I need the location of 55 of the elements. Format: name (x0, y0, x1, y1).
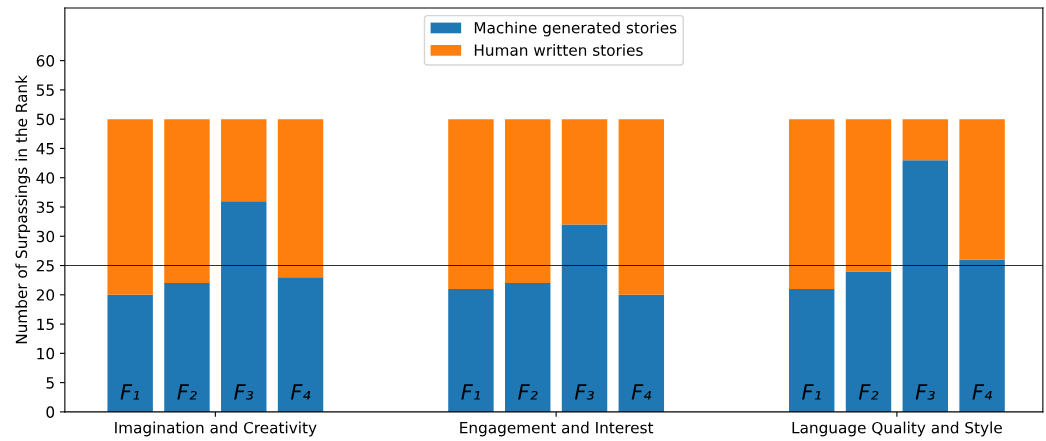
x-tick-label: F₃ (915, 384, 935, 400)
bar (788, 119, 835, 289)
x-tick-label: F₁ (120, 384, 140, 400)
y-tick-label: 60 (36, 55, 55, 67)
bar (845, 119, 892, 272)
bar (561, 224, 608, 412)
bar (505, 283, 551, 412)
bar (505, 119, 551, 284)
bar (561, 119, 608, 225)
x-tick-label: F₁ (461, 384, 480, 400)
bar (448, 119, 494, 289)
text: Language Quality and Style (792, 421, 1002, 437)
y-axis-title: Number of Surpassings in the Rank (15, 75, 31, 344)
bar (788, 288, 835, 412)
bar (164, 283, 210, 412)
bar (221, 201, 267, 412)
text: Imagination and Creativity (115, 421, 317, 437)
bar (277, 277, 324, 412)
y-tick-label: 5 (46, 377, 54, 389)
text: Engagement and Interest (460, 421, 654, 437)
x-tick-label: F₂ (177, 384, 197, 400)
x-tick-label: F₄ (290, 384, 311, 400)
x-tick-label: F₂ (518, 384, 538, 400)
y-tick-label: 55 (36, 84, 54, 96)
bar (845, 271, 892, 412)
x-tick-label: F₂ (858, 384, 879, 400)
x-tick-label: F₄ (631, 384, 652, 400)
y-tick-label: 35 (36, 201, 54, 214)
bar (902, 119, 949, 161)
x-tick-label: F₃ (574, 384, 595, 400)
y-tick-label: 25 (36, 260, 54, 272)
bar (448, 288, 494, 412)
bar (221, 119, 267, 202)
x-tick-label: F₃ (234, 384, 254, 400)
bar (277, 119, 324, 278)
bar (107, 119, 153, 295)
y-tick-label: 50 (36, 113, 55, 126)
legend-label: Human written stories (474, 44, 643, 56)
bar (618, 119, 665, 295)
bar (902, 160, 949, 412)
x-tick-label: F₁ (802, 384, 821, 400)
bar (164, 119, 210, 284)
y-tick-label: 45 (36, 143, 54, 155)
bar (107, 294, 153, 412)
y-tick-label: 10 (37, 347, 55, 360)
legend-label: Machine generated stories (474, 21, 677, 37)
bar (959, 119, 1005, 260)
x-tick-label: F₄ (972, 384, 993, 400)
y-tick-label: 0 (46, 406, 55, 418)
bar (618, 294, 665, 412)
y-tick-label: 15 (37, 318, 54, 331)
y-tick-label: 40 (36, 172, 55, 184)
y-tick-label: 20 (36, 289, 55, 301)
y-tick-label: 30 (36, 230, 55, 243)
bar (959, 259, 1005, 412)
